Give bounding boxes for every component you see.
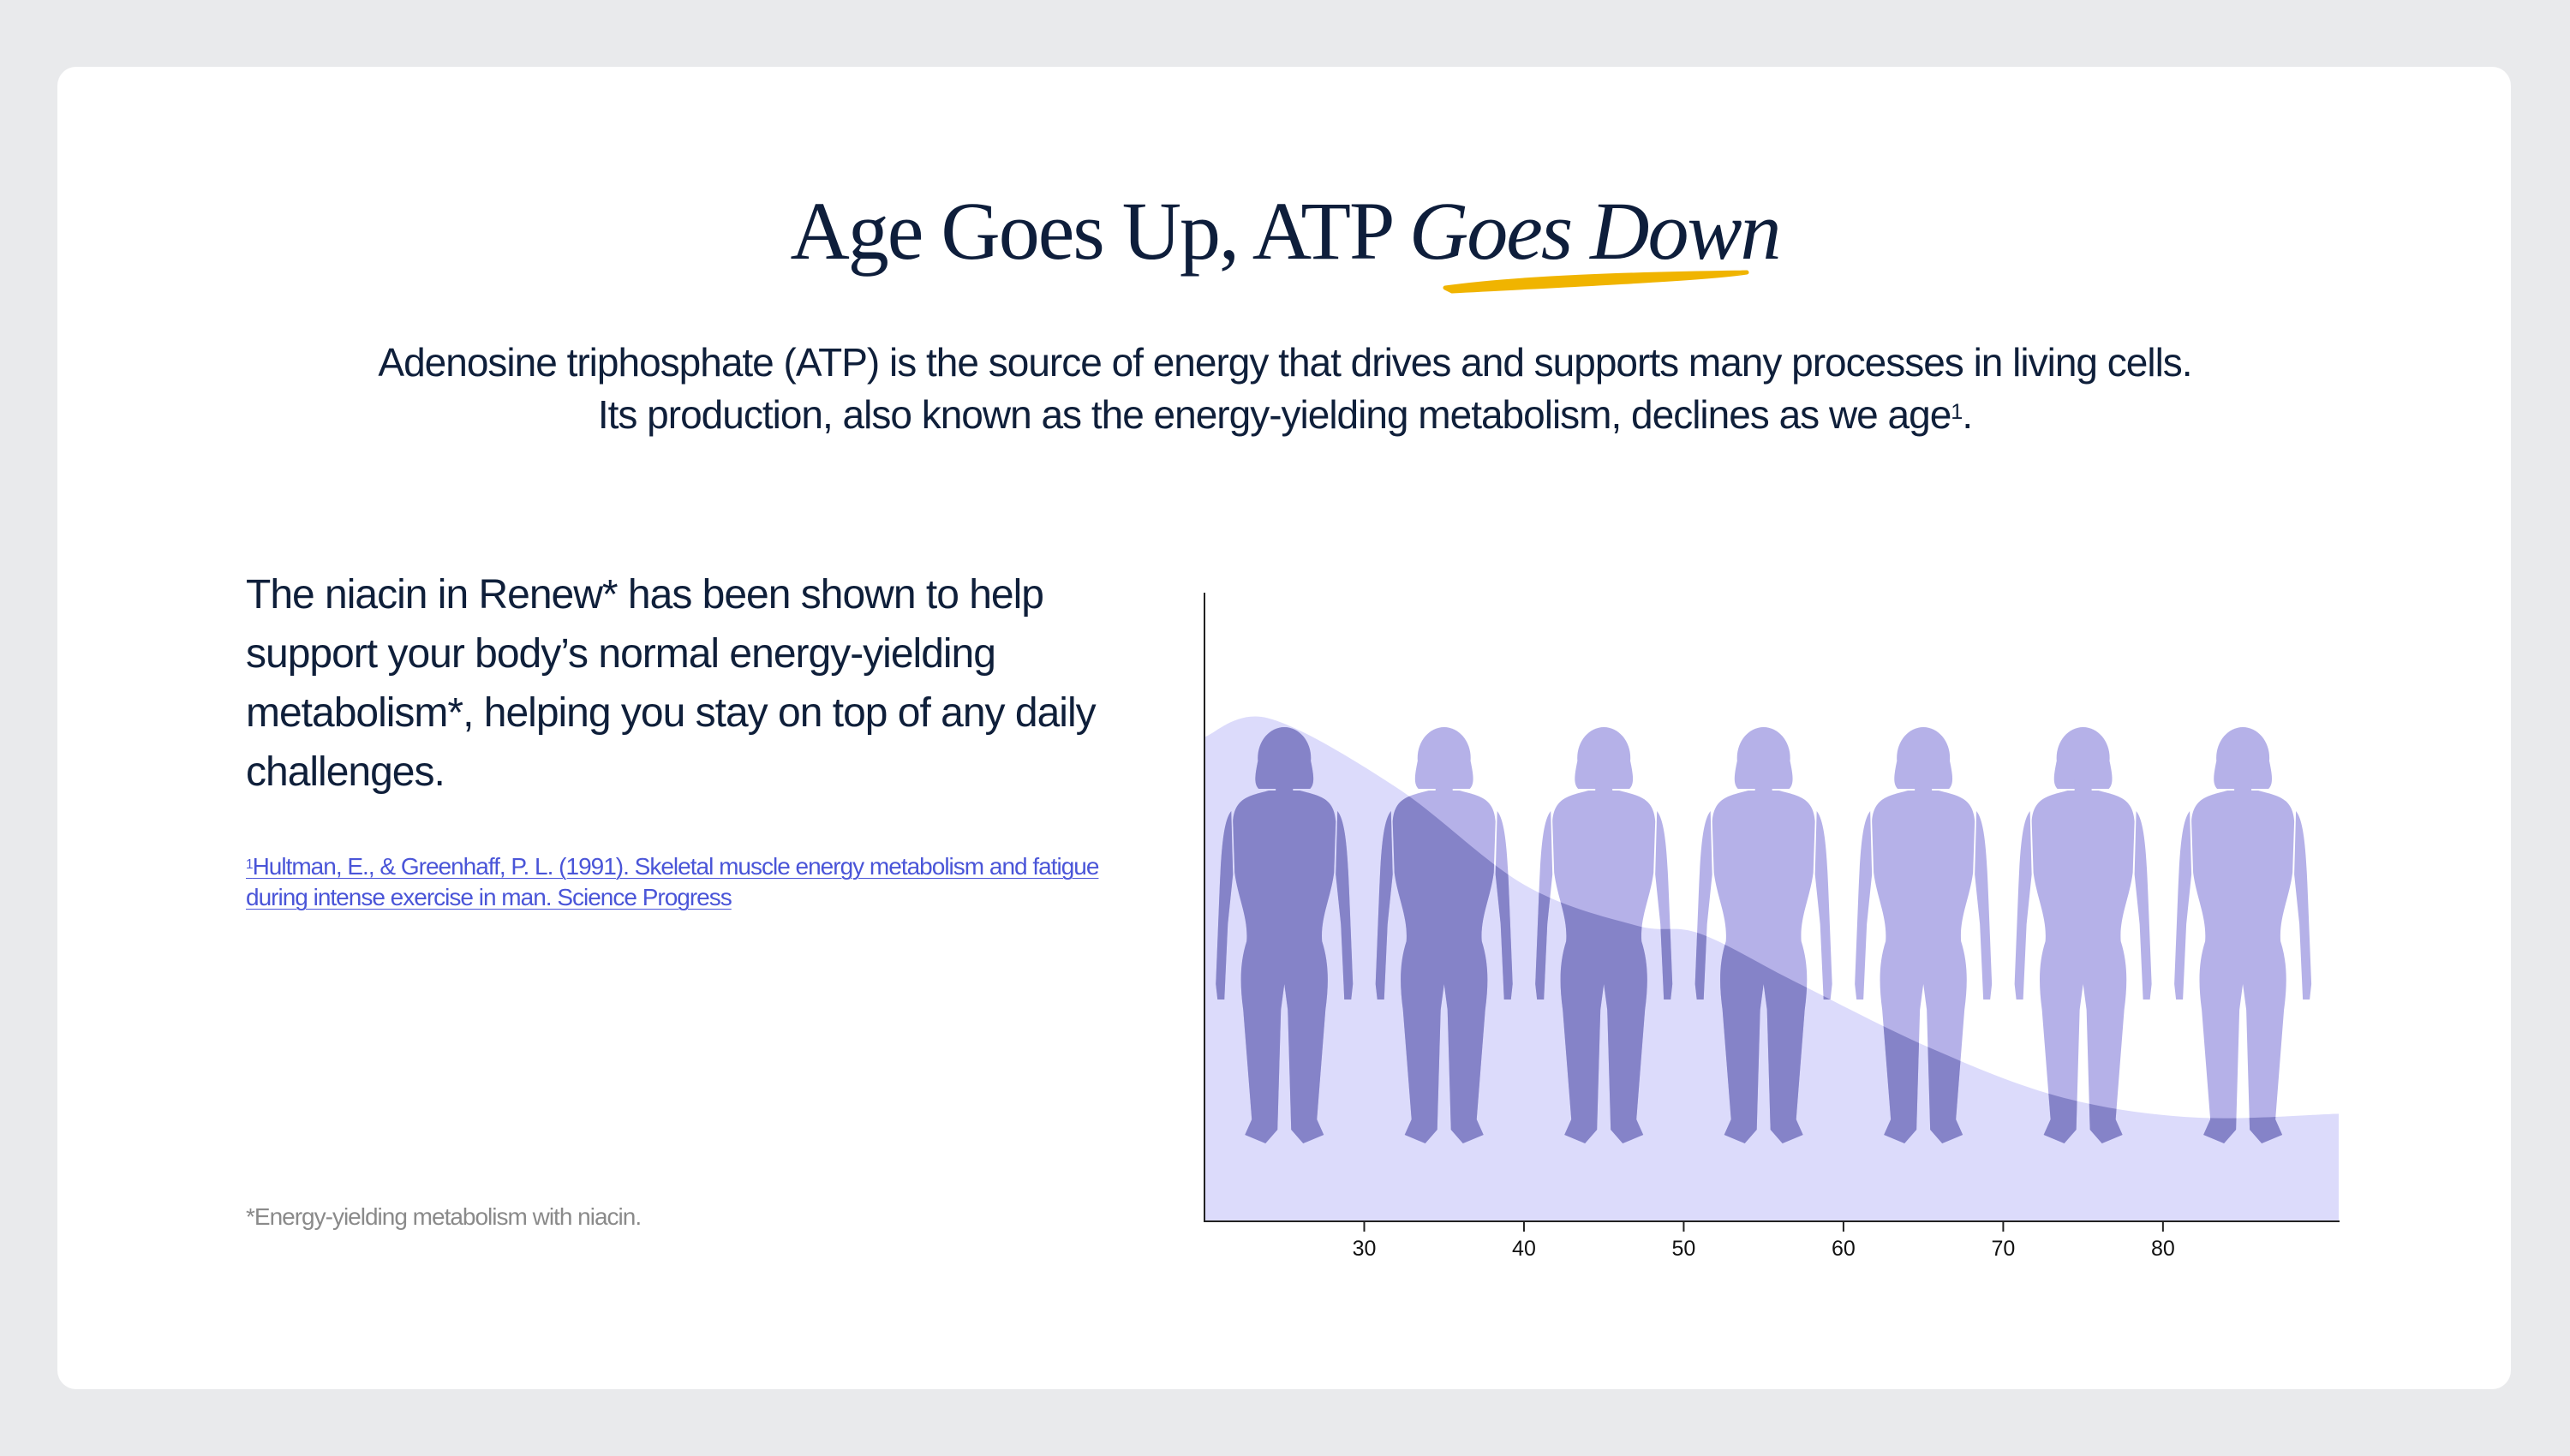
underline-stroke-icon (1443, 270, 1749, 294)
x-ticks: 30 40 50 60 70 80 (1353, 1221, 2175, 1261)
woman-silhouette-icon (2174, 727, 2312, 1143)
citation-text[interactable]: Hultman, E., & Greenhaff, P. L. (1991). … (246, 853, 1099, 910)
subtitle-line-2-text: Its production, also known as the energy… (597, 392, 1951, 437)
citation-link[interactable]: 1Hultman, E., & Greenhaff, P. L. (1991).… (246, 851, 1103, 913)
x-tick-label: 60 (1832, 1237, 1856, 1261)
subtitle: Adenosine triphosphate (ATP) is the sour… (0, 337, 2570, 441)
citation-number: 1 (246, 857, 254, 873)
atp-area (1204, 716, 2339, 1220)
subtitle-line-1: Adenosine triphosphate (ATP) is the sour… (378, 340, 2192, 385)
x-tick-label: 30 (1353, 1237, 1377, 1261)
body-paragraph: The niacin in Renew* has been shown to h… (246, 572, 1097, 795)
title-emphasis: Goes Down (1409, 190, 1782, 294)
page-title: Age Goes Up, ATP Goes Down (0, 190, 2570, 294)
x-tick-label: 70 (1991, 1237, 2015, 1261)
title-plain: Age Goes Up, ATP (790, 185, 1409, 277)
title-emphasis-text: Goes Down (1408, 185, 1782, 277)
x-tick-label: 80 (2151, 1237, 2175, 1261)
x-tick-label: 50 (1672, 1237, 1696, 1261)
footnote: *Energy-yielding metabolism with niacin. (246, 1203, 642, 1230)
footnote-ref: 1 (1951, 400, 1963, 425)
x-tick-label: 40 (1512, 1237, 1536, 1261)
subtitle-period: . (1962, 392, 1973, 437)
woman-silhouette-icon (2014, 727, 2152, 1143)
subtitle-line-2: Its production, also known as the energy… (0, 389, 2570, 441)
